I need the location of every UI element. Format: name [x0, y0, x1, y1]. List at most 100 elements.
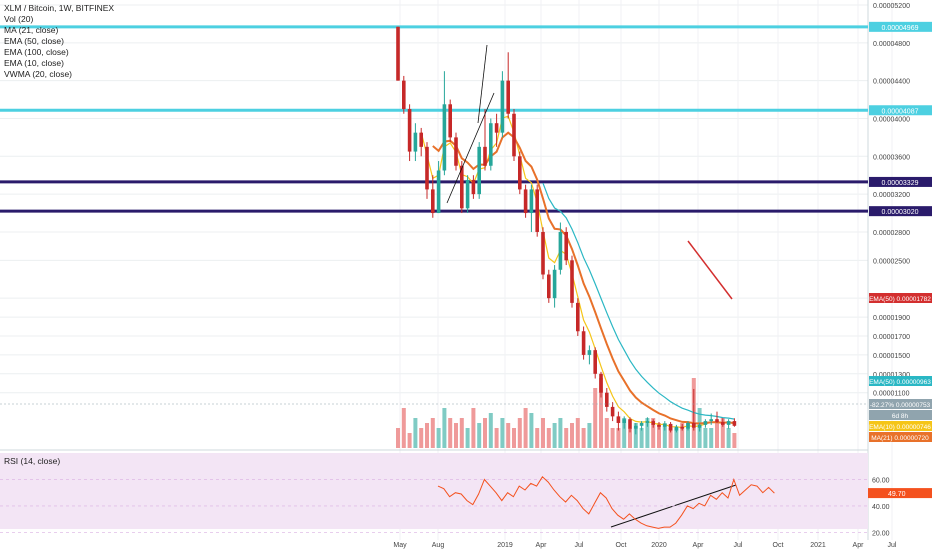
price-label-box — [869, 293, 932, 303]
price-tick: 0.00002500 — [873, 258, 910, 265]
time-tick: Jul — [575, 542, 584, 549]
candle-body — [663, 423, 667, 427]
volume-bar — [419, 428, 424, 448]
volume-bar — [575, 418, 580, 448]
volume-bar — [674, 428, 679, 448]
time-tick: Oct — [616, 542, 627, 549]
candle-body — [407, 109, 412, 152]
hline-label-box — [869, 176, 932, 187]
candle-body — [732, 421, 737, 426]
price-label: -82.27% 0.00000753 — [870, 402, 931, 409]
candle-body — [541, 231, 545, 275]
time-tick: Oct — [773, 542, 784, 549]
volume-bar — [529, 413, 534, 448]
candle-body — [581, 331, 586, 355]
candle-body — [703, 421, 708, 425]
candle-body — [494, 123, 499, 133]
volume-bar — [610, 428, 615, 448]
volume-bar — [425, 423, 429, 448]
volume-bar — [639, 428, 644, 448]
candle-body — [570, 260, 574, 303]
candle-body — [477, 146, 481, 195]
volume-bar — [552, 423, 557, 448]
volume-bar — [459, 418, 464, 448]
volume-bar — [500, 418, 505, 448]
price-label-box — [869, 376, 932, 386]
horizontal-lines[interactable] — [0, 25, 868, 213]
volume-bar — [616, 428, 621, 448]
time-axis: May Aug 2019 Apr Jul Oct 2020 Apr Jul Oct 2021 Apr J… — [393, 542, 897, 549]
candle-body — [599, 373, 603, 393]
hline-label-box — [869, 105, 932, 116]
hline-label-box — [869, 21, 932, 32]
candle-body — [674, 426, 679, 431]
volume-bar — [558, 418, 563, 448]
symbol-title[interactable]: XLM / Bitcoin, 1W, BITFINEX — [4, 3, 115, 13]
volume-bar — [720, 418, 725, 448]
volume-bar — [709, 428, 714, 448]
volume-bar — [726, 428, 731, 448]
volume-bar — [407, 433, 412, 448]
volume-bar — [581, 428, 586, 448]
price-tick: 0.00001100 — [873, 391, 910, 398]
volume-bar — [564, 428, 569, 448]
time-tick: Apr — [693, 542, 705, 549]
price-label: EMA(50) 0.00001782 — [869, 296, 931, 303]
volume-bar — [488, 413, 493, 448]
time-tick: Apr — [536, 542, 548, 549]
volume-bar — [523, 408, 528, 448]
indicator-legend: XLM / Bitcoin, 1W, BITFINEX Vol (20) MA … — [4, 3, 114, 80]
candle-body — [396, 26, 400, 81]
indicator-ma[interactable]: MA (21, close) — [4, 25, 59, 35]
indicator-ema100[interactable]: EMA (100, close) — [4, 47, 69, 57]
trend-line — [446, 92, 495, 204]
volume-bar — [668, 428, 673, 448]
candle-body — [651, 421, 655, 425]
time-tick: Apr — [853, 542, 865, 549]
price-tick: 0.00004400 — [873, 79, 910, 86]
candle-body — [616, 416, 621, 423]
volume-bar — [645, 418, 650, 448]
hline-label: 0.00004969 — [882, 25, 919, 32]
volume-bar — [593, 388, 598, 448]
indicator-vol[interactable]: Vol (20) — [4, 14, 34, 24]
indicator-ema50[interactable]: EMA (50, close) — [4, 36, 64, 46]
volume-bar — [436, 428, 441, 448]
candle-body — [489, 123, 493, 166]
time-tick: 2020 — [651, 542, 667, 549]
volume-bar — [657, 423, 661, 448]
indicator-ema10[interactable]: EMA (10, close) — [4, 58, 64, 68]
price-tick: 0.00002800 — [873, 230, 910, 237]
volume-bar — [587, 423, 592, 448]
price-tick: 0.00001900 — [873, 315, 910, 322]
candle-body — [593, 350, 597, 374]
hline-label: 0.00003329 — [882, 180, 919, 187]
indicator-vwma[interactable]: VWMA (20, close) — [4, 69, 73, 79]
volume-bar — [703, 428, 708, 448]
volume-bar — [732, 433, 737, 448]
price-tick: 0.00004000 — [873, 116, 910, 123]
volume-bar — [715, 423, 719, 448]
rsi-line — [437, 476, 775, 529]
ma21-line — [432, 131, 735, 425]
price-tick: 0.00003200 — [873, 192, 910, 199]
candle-body — [442, 104, 447, 171]
price-label: MA(21) 0.00000720 — [871, 435, 929, 442]
candle-body — [610, 406, 615, 417]
volume-bar — [517, 418, 522, 448]
candle-body — [605, 392, 609, 407]
volume-bar — [396, 428, 400, 448]
rsi-title[interactable]: RSI (14, close) — [4, 456, 61, 466]
candle-body — [419, 132, 423, 147]
moving-averages — [420, 115, 735, 429]
grid-lines — [0, 0, 893, 540]
candle-body — [622, 419, 626, 423]
volume-bar — [401, 408, 406, 448]
volume-bar — [430, 418, 435, 448]
candle-body — [645, 421, 650, 423]
volume-bar — [465, 428, 470, 448]
candle-body — [587, 350, 592, 355]
volume-bar — [686, 423, 690, 448]
candle-body — [483, 146, 487, 166]
